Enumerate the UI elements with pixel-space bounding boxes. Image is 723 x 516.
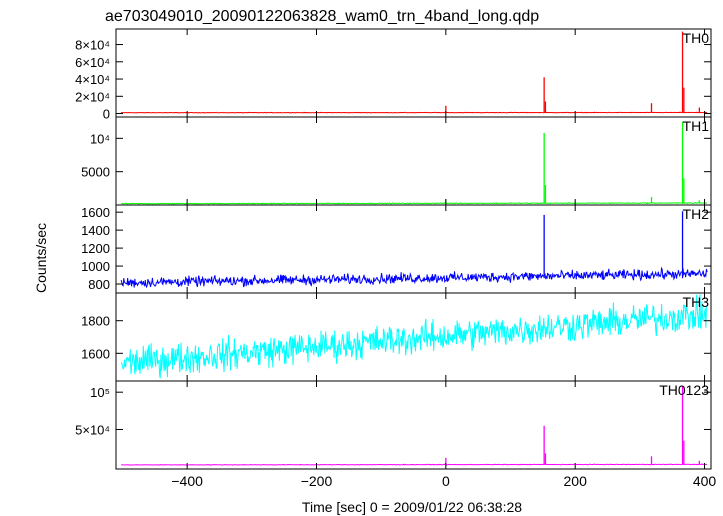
y-tick-label: 10⁵: [90, 385, 110, 400]
panel-th0123: 5×10⁴ 10⁵ TH0123: [75, 380, 712, 470]
x-tick-label: 200: [564, 473, 588, 489]
y-tick-label: 1200: [81, 241, 110, 256]
x-axis-label: Time [sec] 0 = 2009/01/22 06:38:28: [302, 499, 522, 515]
y-tick-label: 2×10⁴: [75, 89, 110, 104]
panel-frame: [115, 28, 712, 118]
y-axis-label: Counts/sec: [33, 223, 49, 293]
x-tick-label: 400: [693, 473, 717, 489]
y-tick-label: 8×10⁴: [75, 38, 110, 53]
y-tick-label: 1600: [81, 205, 110, 220]
panel-frame: [115, 116, 712, 206]
panels-group: 0 2×10⁴ 4×10⁴ 6×10⁴ 8×10⁴ TH0 5000 10⁴ TH1 800 100…: [75, 28, 717, 489]
x-tick-label: −400: [171, 473, 203, 489]
series-line-th0: [121, 111, 708, 114]
panel-label: TH2: [683, 206, 710, 222]
panel-label: TH1: [683, 118, 710, 134]
y-tick-label: 4×10⁴: [75, 72, 110, 87]
x-tick-label: 0: [442, 473, 450, 489]
y-tick-label: 5×10⁴: [75, 422, 110, 437]
y-tick-label: 6×10⁴: [75, 55, 110, 70]
chart-title: ae703049010_20090122063828_wam0_trn_4ban…: [105, 8, 539, 25]
x-tick-label: −200: [301, 473, 333, 489]
panel-th0: 0 2×10⁴ 4×10⁴ 6×10⁴ 8×10⁴ TH0: [75, 28, 712, 122]
y-tick-label: 0: [103, 107, 110, 122]
panel-th1: 5000 10⁴ TH1: [81, 116, 712, 206]
y-tick-label: 1000: [81, 259, 110, 274]
y-tick-label: 1600: [81, 346, 110, 361]
series-line-th3: [120, 294, 708, 379]
series-line-th2: [120, 266, 708, 289]
panel-label: TH0123: [659, 382, 709, 398]
y-tick-label: 800: [88, 277, 110, 292]
y-tick-label: 10⁴: [90, 131, 110, 146]
y-tick-label: 1800: [81, 314, 110, 329]
series-line-th1: [120, 201, 708, 205]
series-line-th0123: [120, 463, 708, 466]
y-tick-label: 1400: [81, 223, 110, 238]
panel-th2: 800 1000 1200 1400 1600 TH2: [81, 204, 712, 294]
y-tick-label: 5000: [81, 165, 110, 180]
panel-th3: 1600 1800 TH3: [81, 292, 712, 382]
panel-label: TH0: [683, 30, 710, 46]
panel-label: TH3: [683, 294, 710, 310]
panel-frame: [115, 380, 712, 470]
